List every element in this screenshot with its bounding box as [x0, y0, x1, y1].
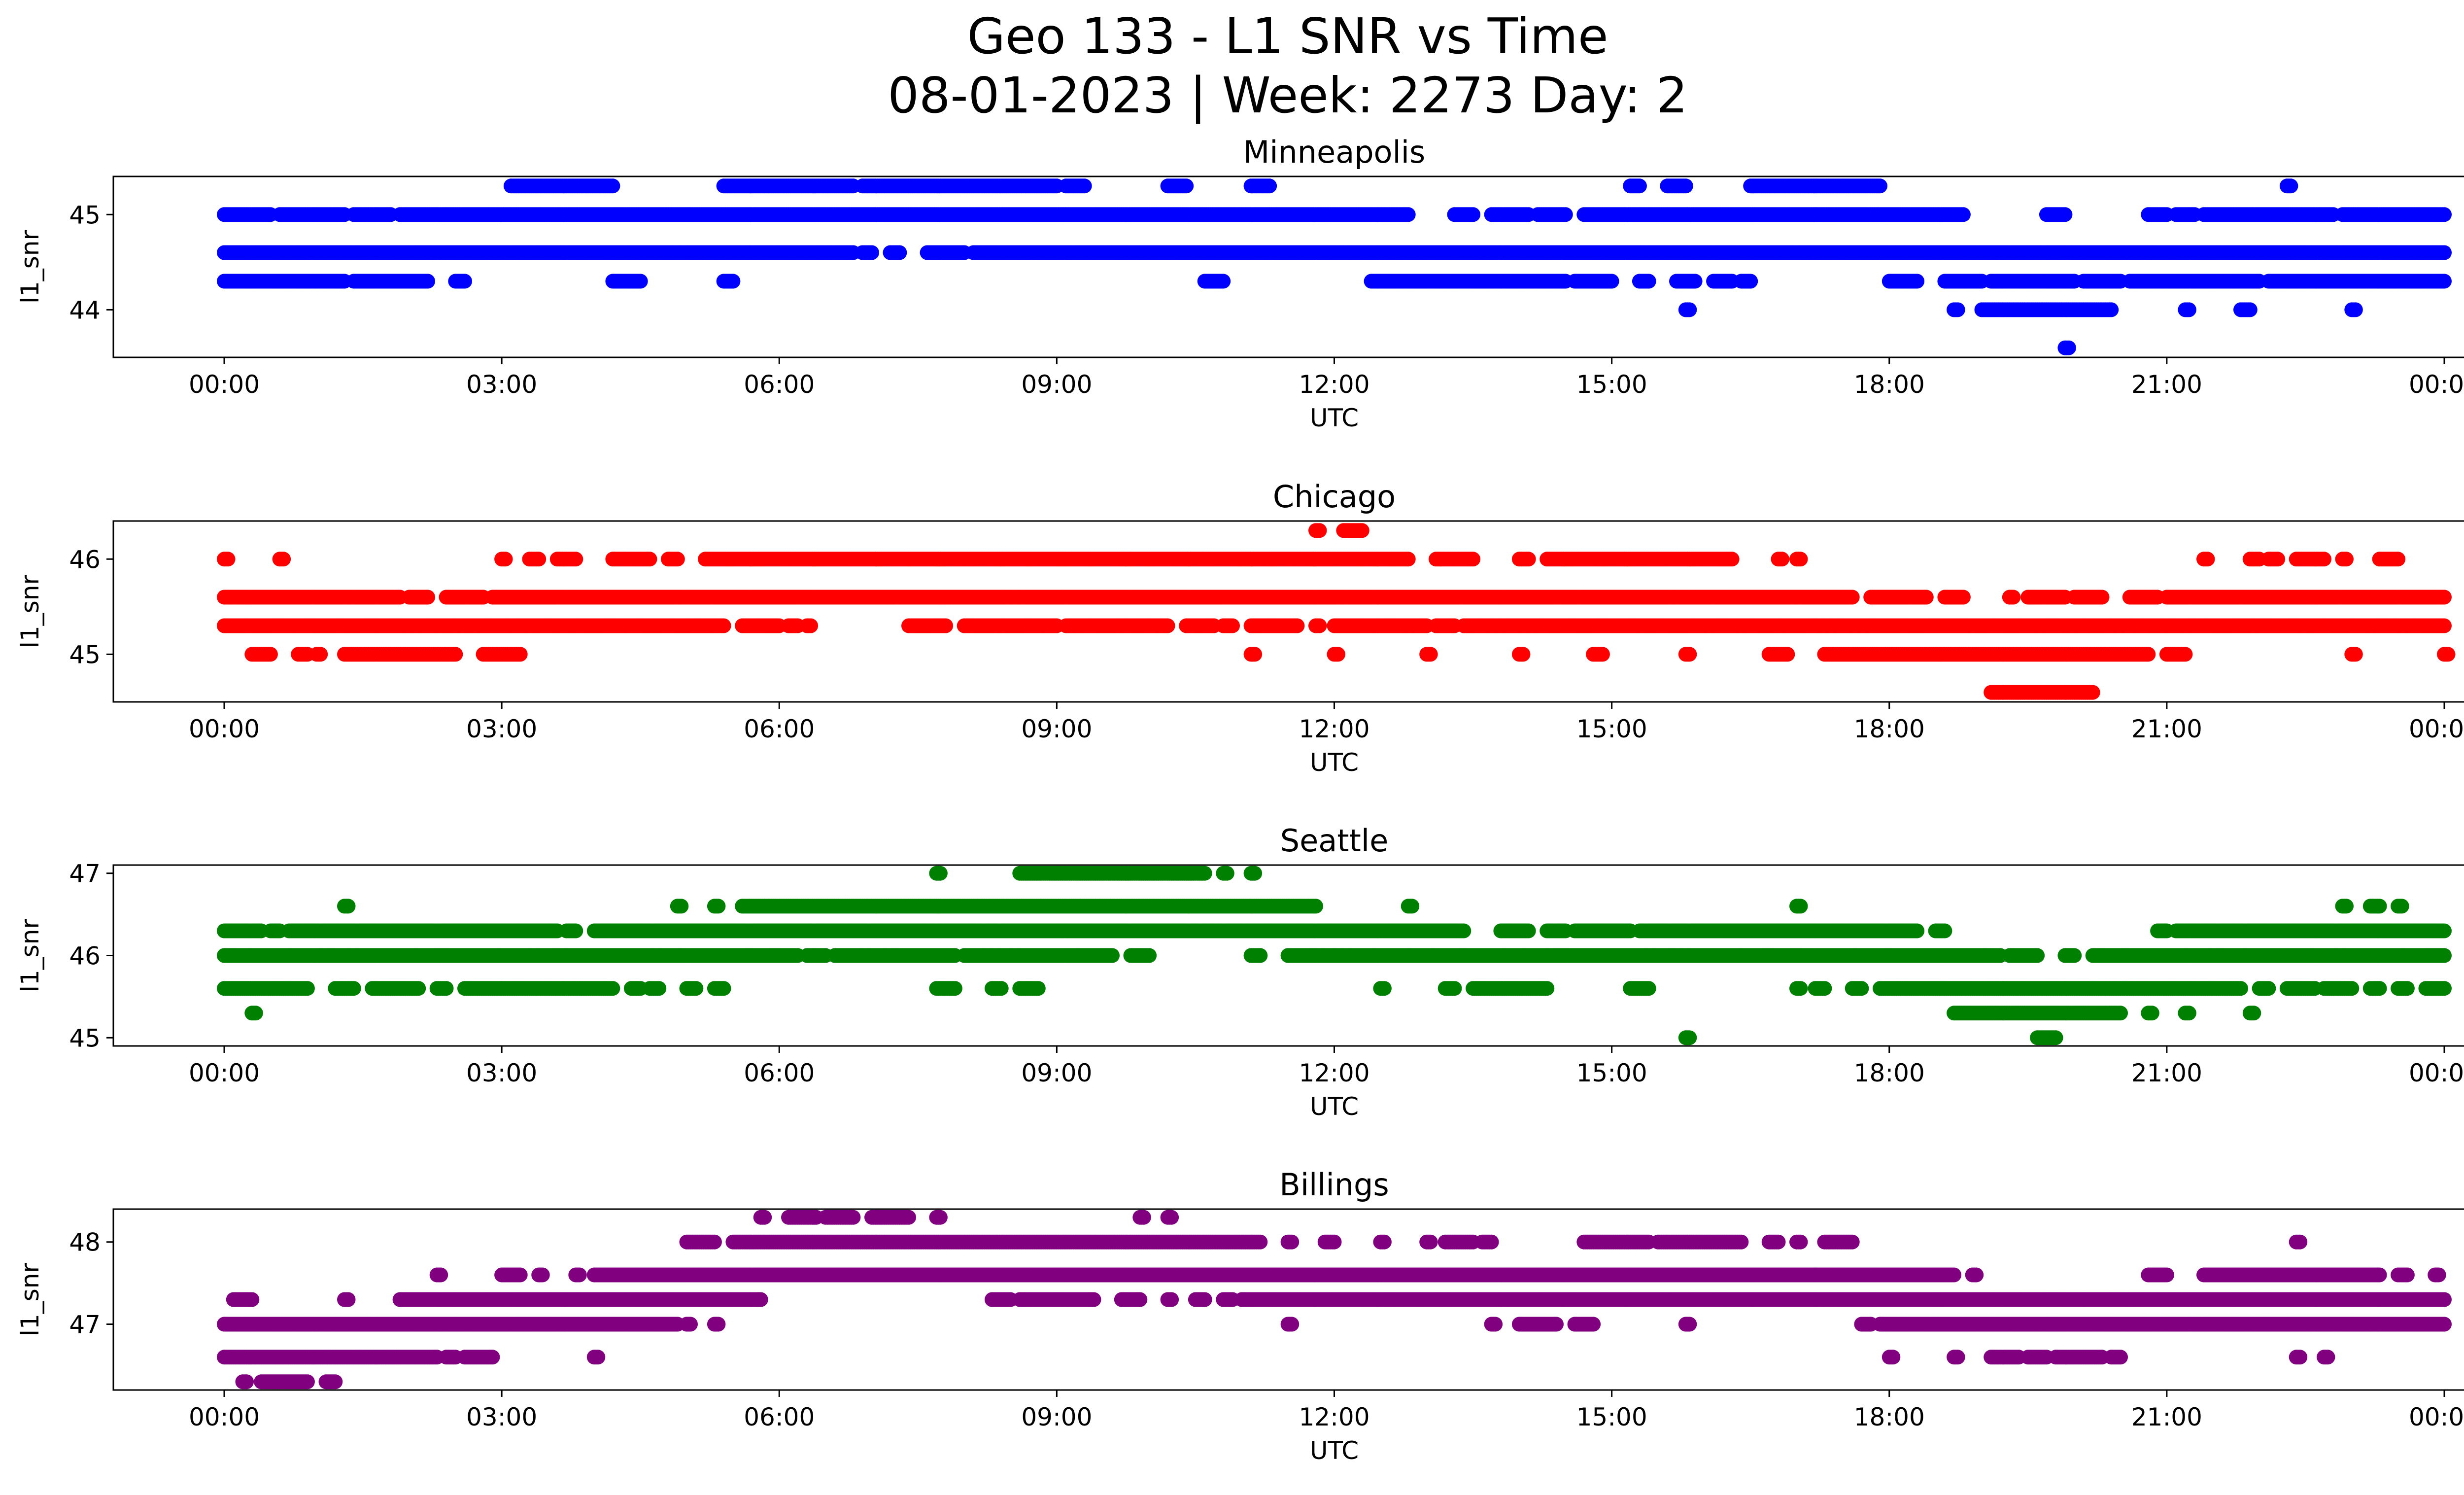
subplot-minneapolis: Minneapolis 00:00 03:00 06:00 09:00 12:00 15:0…: [16, 134, 2464, 432]
data-point: [1077, 178, 1092, 194]
data-point: [1641, 274, 1656, 289]
data-point: [1793, 552, 1808, 567]
data-point: [420, 274, 435, 289]
data-point: [2104, 302, 2119, 317]
data-point: [2437, 274, 2452, 289]
data-point: [1558, 207, 1573, 222]
x-tick-label: 18:00: [1854, 370, 1925, 399]
data-point: [2200, 552, 2215, 567]
x-tick-label: 00:00: [2409, 370, 2464, 399]
data-point: [1845, 590, 1860, 605]
y-tick-label: 44: [69, 296, 101, 324]
y-tick-label: 45: [69, 201, 101, 229]
data-point: [276, 552, 291, 567]
data-point: [2061, 340, 2076, 355]
data-point: [2094, 590, 2110, 605]
data-point: [670, 552, 685, 567]
data-point: [2339, 552, 2354, 567]
data-point: [1955, 590, 1971, 605]
x-tick-label: 00:00: [189, 370, 260, 399]
data-point: [1179, 178, 1194, 194]
data-point: [2181, 302, 2196, 317]
axes-frame-minneapolis: [112, 175, 2464, 358]
data-point: [605, 178, 620, 194]
subplot-title-minneapolis: Minneapolis: [1243, 134, 1426, 170]
data-point: [2057, 207, 2073, 222]
x-tick-label: 21:00: [2131, 370, 2202, 399]
data-point: [1678, 178, 1693, 194]
data-point: [1632, 178, 1647, 194]
data-point: [420, 590, 435, 605]
data-point: [2270, 552, 2286, 567]
x-tick-label: 12:00: [1299, 370, 1369, 399]
data-point: [2437, 207, 2452, 222]
data-point: [457, 274, 472, 289]
data-point: [1910, 274, 1925, 289]
data-point: [1401, 552, 1416, 567]
data-point: [2283, 178, 2298, 194]
data-point: [498, 552, 513, 567]
data-point: [2437, 245, 2452, 260]
data-point: [725, 274, 741, 289]
data-point: [1950, 302, 1965, 317]
figure-title-line-1: Geo 133 - L1 SNR vs Time: [967, 7, 1608, 65]
data-point: [1312, 523, 1327, 538]
data-point: [2242, 302, 2258, 317]
data-points-chicago: [217, 523, 2456, 700]
x-tick-label: 09:00: [1021, 370, 1092, 399]
data-point: [1521, 552, 1536, 567]
data-point: [2006, 590, 2021, 605]
data-point: [1401, 207, 1416, 222]
data-point: [2348, 302, 2363, 317]
data-point: [1682, 302, 1697, 317]
y-axis-label: l1_snr: [16, 230, 44, 304]
x-axis-label: UTC: [1310, 404, 1359, 432]
data-point: [642, 552, 657, 567]
data-point: [220, 552, 236, 567]
data-point: [1466, 552, 1481, 567]
data-point: [1466, 207, 1481, 222]
figure-title-line-2: 08-01-2023 | Week: 2273 Day: 2: [888, 67, 1688, 124]
data-point: [1262, 178, 1277, 194]
data-point: [1743, 274, 1758, 289]
data-point: [1687, 274, 1703, 289]
figure-title: Geo 133 - L1 SNR vs Time 08-01-2023 | We…: [0, 7, 2464, 125]
data-point: [1354, 523, 1369, 538]
data-point: [1216, 274, 1231, 289]
data-point: [2391, 552, 2406, 567]
data-point: [1918, 590, 1934, 605]
data-point: [892, 245, 907, 260]
data-points-minneapolis: [217, 178, 2452, 355]
data-point: [1604, 274, 1619, 289]
x-tick-label: 03:00: [466, 370, 537, 399]
data-point: [568, 552, 583, 567]
data-point: [531, 552, 547, 567]
x-tick-label: 15:00: [1576, 370, 1647, 399]
x-tick-label: 06:00: [744, 370, 815, 399]
data-point: [2317, 552, 2331, 567]
data-point: [1775, 552, 1789, 567]
subplot-title-chicago: Chicago: [1273, 479, 1396, 515]
data-point: [633, 274, 648, 289]
data-point: [1873, 178, 1887, 194]
data-point: [1955, 207, 1971, 222]
data-point: [864, 245, 879, 260]
data-point: [1724, 552, 1740, 567]
